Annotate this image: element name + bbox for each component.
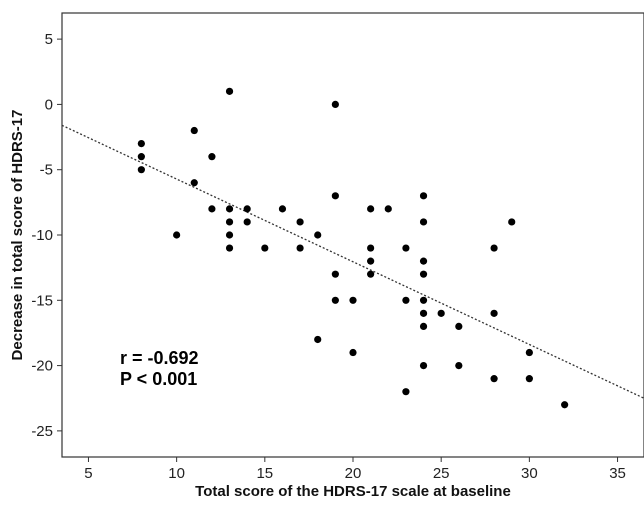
- data-point: [243, 205, 251, 213]
- data-point: [190, 126, 198, 135]
- x-tick-label: 5: [84, 465, 92, 482]
- data-point: [419, 270, 428, 278]
- data-point: [384, 205, 392, 213]
- y-tick-label: -15: [31, 292, 53, 309]
- p-value-annotation: P < 0.001: [120, 369, 197, 389]
- y-tick-label: -25: [31, 423, 53, 440]
- data-point: [208, 153, 216, 161]
- data-point: [367, 205, 375, 213]
- x-tick-label: 15: [256, 465, 273, 482]
- data-point: [367, 244, 375, 252]
- y-tick-label: -5: [40, 162, 53, 179]
- y-tick-label: 5: [45, 31, 53, 48]
- x-tick-label: 10: [168, 465, 185, 482]
- data-point: [208, 205, 216, 213]
- data-point: [137, 139, 145, 148]
- correlation-annotation: r = -0.692: [120, 348, 199, 368]
- data-point: [173, 231, 181, 239]
- y-axis: 5 0 -5 -10 -15 -20 -25: [31, 31, 62, 440]
- data-point: [190, 179, 198, 187]
- data-point: [261, 244, 269, 252]
- data-point: [225, 244, 234, 252]
- x-tick-label: 25: [433, 465, 450, 482]
- data-point: [419, 218, 428, 226]
- data-point: [419, 296, 428, 304]
- y-tick-label: 0: [45, 96, 53, 113]
- data-point: [278, 205, 287, 213]
- data-point: [419, 309, 428, 317]
- y-tick-label: -10: [31, 227, 53, 244]
- x-axis-label: Total score of the HDRS-17 scale at base…: [195, 483, 511, 500]
- data-point: [525, 375, 533, 383]
- data-point: [296, 244, 304, 252]
- data-point: [225, 231, 234, 239]
- data-point: [243, 218, 251, 226]
- regression-line: [61, 124, 644, 399]
- data-point: [225, 87, 234, 95]
- data-point: [331, 270, 339, 278]
- data-point: [455, 322, 463, 331]
- data-point: [349, 296, 357, 304]
- x-tick-label: 20: [345, 465, 362, 482]
- data-point: [331, 192, 339, 200]
- data-point: [402, 388, 410, 396]
- plot-frame: [61, 12, 644, 458]
- data-point: [437, 309, 445, 317]
- data-point: [296, 218, 304, 226]
- x-tick-label: 30: [521, 465, 538, 482]
- data-point: [137, 153, 145, 161]
- data-point: [331, 100, 339, 109]
- x-tick-label: 35: [609, 465, 626, 482]
- data-point: [490, 244, 498, 252]
- data-point: [561, 401, 569, 409]
- data-point: [419, 192, 428, 200]
- data-point: [225, 218, 234, 226]
- data-point: [314, 231, 322, 239]
- data-points: [137, 87, 569, 409]
- data-point: [349, 348, 357, 357]
- data-point: [508, 218, 516, 226]
- data-point: [367, 257, 375, 265]
- data-point: [402, 296, 410, 304]
- data-point: [402, 244, 410, 252]
- y-tick-label: -20: [31, 358, 53, 375]
- data-point: [314, 335, 322, 344]
- data-point: [490, 375, 498, 383]
- data-point: [525, 348, 533, 357]
- data-point: [419, 322, 428, 331]
- data-point: [331, 296, 339, 304]
- data-point: [137, 166, 145, 174]
- data-point: [419, 361, 428, 370]
- data-point: [419, 257, 428, 265]
- y-axis-label: Decrease in total score of HDRS-17: [9, 110, 26, 361]
- x-axis: 5 10 15 20 25 30 35: [84, 457, 626, 482]
- data-point: [455, 361, 463, 370]
- data-point: [225, 205, 234, 213]
- data-point: [367, 270, 375, 278]
- data-point: [490, 309, 498, 317]
